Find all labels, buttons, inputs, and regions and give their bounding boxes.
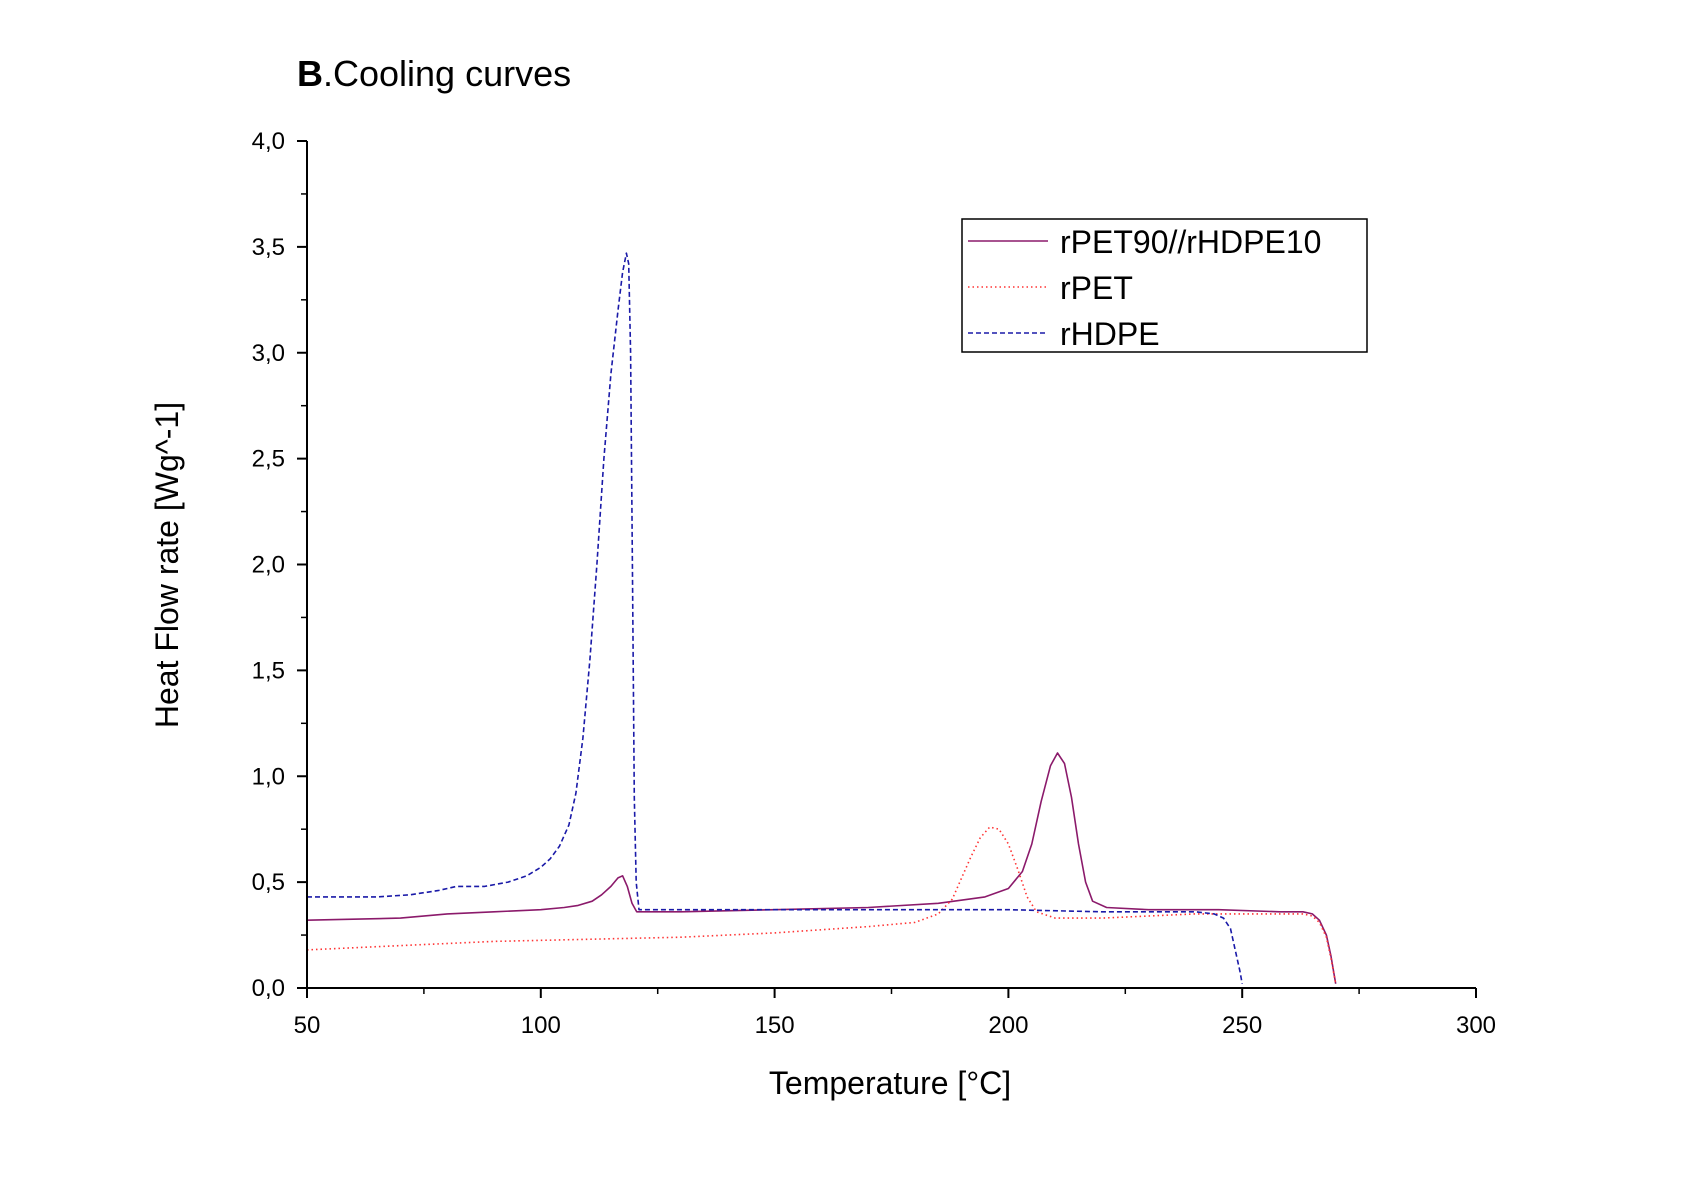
legend-label-rpet: rPET — [1060, 270, 1133, 306]
legend-label-rhdpe: rHDPE — [1060, 316, 1160, 352]
x-tick-label: 100 — [521, 1012, 561, 1039]
y-tick-label: 3,0 — [252, 340, 285, 367]
chart-title: B.Cooling curves — [297, 53, 571, 94]
y-tick-label: 4,0 — [252, 128, 285, 155]
y-tick-label: 1,5 — [252, 657, 285, 684]
x-tick-label: 250 — [1222, 1012, 1262, 1039]
y-axis-title: Heat Flow rate [Wg^-1] — [149, 402, 185, 728]
x-tick-label: 200 — [988, 1012, 1028, 1039]
series-line-rhdpe — [307, 252, 1243, 984]
series-layer — [306, 252, 1337, 984]
y-tick-label: 2,0 — [252, 552, 285, 579]
series-line-rpet — [306, 826, 1337, 984]
x-tick-label: 150 — [755, 1012, 795, 1039]
chart-title-rest: .Cooling curves — [323, 53, 571, 94]
y-tick-label: 0,5 — [252, 869, 285, 896]
y-tick-label: 3,5 — [252, 234, 285, 261]
legend: rPET90//rHDPE10 rPET rHDPE — [961, 218, 1368, 353]
legend-label-rpet90-rhdpe10: rPET90//rHDPE10 — [1060, 224, 1321, 260]
x-tick-label: 300 — [1456, 1012, 1496, 1039]
y-tick-label: 0,0 — [252, 975, 285, 1002]
chart-title-prefix: B — [297, 53, 323, 94]
y-tick-label: 1,0 — [252, 763, 285, 790]
x-axis-title: Temperature [°C] — [769, 1065, 1011, 1101]
axes: 50 100 150 200 250 300 0,0 0,5 1,0 1,5 2,0 2,5 3,0 3,… — [252, 128, 1496, 1039]
series-line-rpet90-rhdpe10 — [306, 752, 1337, 984]
y-tick-label: 2,5 — [252, 446, 285, 473]
x-tick-label: 50 — [294, 1012, 321, 1039]
